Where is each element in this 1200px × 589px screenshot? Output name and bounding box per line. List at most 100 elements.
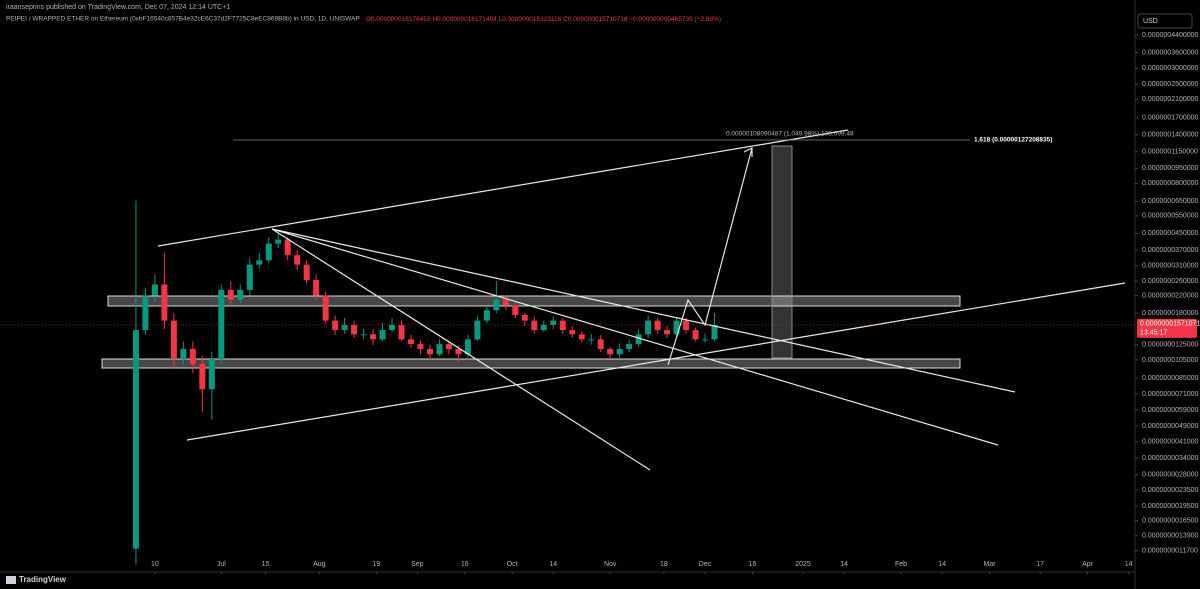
- candle-body: [161, 284, 168, 321]
- candle-body: [692, 330, 699, 340]
- candle-body: [218, 289, 225, 360]
- y-tick-label: 0.0000000180000: [1142, 310, 1199, 317]
- candle-body: [702, 339, 709, 341]
- candle-body: [635, 334, 642, 345]
- candle-body: [180, 349, 187, 360]
- currency[interactable]: USD: [1143, 18, 1158, 25]
- y-tick-label: 0.0000000800000: [1142, 180, 1199, 187]
- candle-body: [189, 349, 196, 365]
- candle-body: [626, 344, 633, 350]
- ohlc-low: L0.000000015323116: [499, 16, 562, 23]
- x-tick-label: 10: [151, 561, 159, 568]
- x-tick-label: 14: [840, 561, 848, 568]
- candle-body: [227, 289, 234, 300]
- y-tick-label: 0.0000000105000: [1142, 357, 1199, 364]
- x-tick-label: 14: [938, 561, 946, 568]
- measure-box: [771, 145, 793, 359]
- x-tick-label: 16: [749, 561, 757, 568]
- y-tick-label: 0.0000000450000: [1142, 230, 1199, 237]
- x-tick-label: 2025: [795, 561, 811, 568]
- candle-body: [284, 239, 291, 256]
- projection-path: [667, 147, 753, 366]
- candle-body: [512, 305, 519, 316]
- y-tick-label: 0.0000003600000: [1142, 49, 1199, 56]
- x-tick-label: 14: [549, 561, 557, 568]
- fan-line: [271, 228, 999, 446]
- candle-body: [398, 324, 405, 340]
- y-tick-label: 0.0000000085000: [1142, 375, 1199, 382]
- candle-body: [142, 295, 149, 331]
- candle-body: [540, 324, 547, 331]
- y-tick-label: 0.0000000028000: [1142, 472, 1199, 479]
- candle-body: [464, 339, 471, 355]
- y-tick-label: 0.0000000550000: [1142, 213, 1199, 220]
- ohlc: O0.000000016176453 H0.000000016171404 L0…: [366, 16, 721, 23]
- last-price-tag: [1137, 318, 1197, 338]
- y-tick-label: 0.0000000034000: [1142, 455, 1199, 462]
- candle-body: [408, 339, 415, 345]
- ohlc-close: C0.000000015710718: [563, 16, 628, 23]
- x-tick-label: Sep: [411, 561, 424, 568]
- y-tick-label: 0.0000000013900: [1142, 533, 1199, 540]
- x-tick-label: Nov: [604, 561, 617, 568]
- candle-body: [417, 344, 424, 350]
- lower-channel: [186, 282, 1126, 441]
- y-tick-label: 0.0000000023500: [1142, 487, 1199, 494]
- candle-body: [578, 334, 585, 340]
- candle-body: [151, 284, 158, 296]
- candle-body: [332, 320, 339, 331]
- x-tick-label: Oct: [507, 561, 518, 568]
- fib-label: 1.618 (0.00000127208835): [974, 137, 1052, 144]
- candle-body: [616, 349, 623, 355]
- candle-body: [673, 320, 680, 335]
- x-tick-label: 18: [660, 561, 668, 568]
- candle-body: [474, 320, 481, 340]
- candle-body: [521, 315, 528, 321]
- candle-body: [569, 330, 576, 335]
- candle-body: [654, 320, 661, 331]
- y-tick-label: 0.0000001150000: [1142, 149, 1198, 156]
- candle-body: [256, 260, 263, 265]
- candle-body: [550, 320, 557, 325]
- ohlc-change: −0.000000000465735 (−2.88%): [629, 16, 721, 23]
- x-tick-label: 15: [262, 561, 270, 568]
- x-tick-label: 19: [372, 561, 380, 568]
- y-tick-label: 0.0000000125000: [1142, 342, 1199, 349]
- candle-body: [493, 299, 500, 311]
- y-tick-label: 0.0000004400000: [1142, 32, 1199, 39]
- y-tick-label: 0.0000000260000: [1142, 278, 1199, 285]
- candle-body: [711, 324, 718, 340]
- y-tick-label: 0.0000000011700: [1142, 548, 1198, 555]
- y-tick-label: 0.0000000071000: [1142, 391, 1199, 398]
- candle-body: [664, 330, 671, 335]
- y-tick-label: 0.0000002100000: [1142, 96, 1199, 103]
- candle-body: [683, 320, 690, 331]
- candles: [132, 200, 718, 565]
- currency-button[interactable]: [1137, 13, 1193, 29]
- y-tick-label: 0.0000000950000: [1142, 165, 1199, 172]
- candle-body: [351, 324, 358, 335]
- candle-body: [588, 339, 595, 341]
- x-tick-label: 17: [1036, 561, 1044, 568]
- x-tick-label: Dec: [699, 561, 712, 568]
- arrow-head: [743, 147, 753, 157]
- candle-body: [246, 264, 253, 290]
- symbol: PEIPEI / WRAPPED ETHER on Ethereum (0xbF…: [6, 16, 360, 23]
- candle-body: [303, 264, 310, 281]
- measure-label: 0.00000108090487 (1,049.98%) 108,099.48: [726, 131, 854, 138]
- x-tick-label: Aug: [313, 561, 326, 568]
- candle-body: [208, 359, 215, 390]
- candle-body: [265, 243, 272, 261]
- candle-body: [389, 324, 396, 331]
- candle-body: [360, 334, 367, 336]
- candle-body: [237, 289, 244, 300]
- y-tick-label: 0.0000000019500: [1142, 503, 1199, 510]
- x-tick-label: 14: [1125, 561, 1133, 568]
- x-tick-label: Mar: [984, 561, 997, 568]
- candle-body: [341, 324, 348, 331]
- last-price-label: 0.000000015710718: [1140, 321, 1200, 328]
- y-tick-label: 0.0000001700000: [1142, 115, 1199, 122]
- candle-body: [531, 320, 538, 331]
- y-tick-label: 0.0000001400000: [1142, 131, 1199, 138]
